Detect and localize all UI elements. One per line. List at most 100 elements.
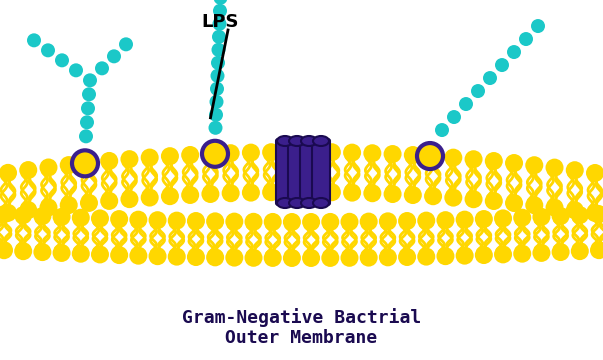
Circle shape bbox=[60, 156, 78, 174]
Circle shape bbox=[447, 110, 461, 124]
Circle shape bbox=[464, 190, 482, 208]
Circle shape bbox=[262, 183, 280, 201]
Circle shape bbox=[546, 159, 564, 177]
Circle shape bbox=[398, 212, 416, 230]
Circle shape bbox=[384, 185, 402, 203]
Circle shape bbox=[100, 152, 118, 170]
Circle shape bbox=[464, 150, 482, 168]
Circle shape bbox=[283, 213, 301, 231]
Ellipse shape bbox=[277, 198, 293, 208]
Circle shape bbox=[437, 247, 455, 265]
Circle shape bbox=[384, 145, 402, 163]
Circle shape bbox=[52, 244, 71, 262]
Ellipse shape bbox=[301, 136, 317, 146]
Circle shape bbox=[0, 164, 17, 182]
Circle shape bbox=[107, 49, 121, 63]
Circle shape bbox=[168, 248, 186, 266]
Circle shape bbox=[72, 245, 90, 263]
Circle shape bbox=[532, 208, 551, 226]
Ellipse shape bbox=[313, 136, 329, 146]
Circle shape bbox=[148, 211, 166, 229]
Circle shape bbox=[531, 19, 545, 33]
Circle shape bbox=[494, 246, 512, 264]
Circle shape bbox=[119, 37, 133, 51]
Circle shape bbox=[39, 198, 57, 216]
Circle shape bbox=[282, 183, 300, 201]
Circle shape bbox=[110, 246, 128, 264]
Circle shape bbox=[79, 129, 93, 143]
Circle shape bbox=[242, 144, 260, 162]
FancyBboxPatch shape bbox=[276, 139, 294, 205]
Circle shape bbox=[282, 143, 300, 161]
Circle shape bbox=[181, 146, 199, 164]
Ellipse shape bbox=[289, 198, 305, 208]
Circle shape bbox=[507, 45, 521, 59]
Circle shape bbox=[505, 194, 523, 212]
Circle shape bbox=[505, 154, 523, 172]
Circle shape bbox=[323, 183, 341, 201]
Circle shape bbox=[80, 115, 94, 129]
Circle shape bbox=[343, 144, 361, 162]
Circle shape bbox=[571, 242, 589, 260]
Circle shape bbox=[222, 184, 239, 202]
Circle shape bbox=[52, 208, 71, 226]
Circle shape bbox=[341, 249, 359, 267]
Circle shape bbox=[91, 246, 109, 264]
Circle shape bbox=[100, 192, 118, 210]
FancyBboxPatch shape bbox=[300, 139, 318, 205]
Circle shape bbox=[303, 183, 321, 201]
Circle shape bbox=[323, 143, 341, 161]
Circle shape bbox=[437, 211, 455, 229]
Circle shape bbox=[302, 249, 320, 267]
Circle shape bbox=[379, 248, 397, 266]
Circle shape bbox=[264, 249, 282, 267]
Circle shape bbox=[33, 207, 51, 225]
Circle shape bbox=[244, 249, 262, 267]
Circle shape bbox=[209, 108, 223, 122]
Circle shape bbox=[262, 143, 280, 161]
Circle shape bbox=[19, 201, 37, 219]
Circle shape bbox=[110, 210, 128, 228]
Circle shape bbox=[586, 164, 603, 182]
Circle shape bbox=[424, 147, 442, 165]
Circle shape bbox=[494, 210, 512, 228]
Circle shape bbox=[140, 149, 159, 167]
Circle shape bbox=[264, 213, 282, 231]
Circle shape bbox=[83, 73, 97, 87]
Circle shape bbox=[341, 213, 359, 231]
Circle shape bbox=[210, 69, 224, 83]
Circle shape bbox=[19, 161, 37, 179]
Circle shape bbox=[148, 247, 166, 265]
Circle shape bbox=[471, 84, 485, 98]
Circle shape bbox=[525, 196, 543, 214]
Circle shape bbox=[181, 186, 199, 204]
Text: Outer Membrane: Outer Membrane bbox=[226, 329, 377, 347]
Circle shape bbox=[343, 184, 361, 202]
Circle shape bbox=[161, 147, 179, 165]
Circle shape bbox=[213, 4, 227, 18]
Circle shape bbox=[485, 152, 503, 170]
Circle shape bbox=[590, 205, 603, 223]
Circle shape bbox=[244, 213, 262, 231]
Circle shape bbox=[525, 156, 543, 174]
Circle shape bbox=[212, 30, 226, 44]
Circle shape bbox=[483, 71, 497, 85]
Circle shape bbox=[242, 184, 260, 202]
Ellipse shape bbox=[313, 198, 329, 208]
Circle shape bbox=[379, 212, 397, 230]
Circle shape bbox=[283, 249, 301, 267]
Circle shape bbox=[39, 158, 57, 176]
Circle shape bbox=[321, 213, 339, 231]
Circle shape bbox=[213, 0, 227, 5]
Circle shape bbox=[444, 149, 463, 167]
Circle shape bbox=[212, 17, 227, 31]
Ellipse shape bbox=[277, 136, 293, 146]
Circle shape bbox=[566, 201, 584, 219]
Circle shape bbox=[302, 213, 320, 231]
Circle shape bbox=[417, 143, 443, 169]
Circle shape bbox=[519, 32, 533, 46]
Circle shape bbox=[590, 241, 603, 259]
Circle shape bbox=[485, 192, 503, 210]
Circle shape bbox=[459, 97, 473, 111]
Circle shape bbox=[404, 146, 422, 164]
